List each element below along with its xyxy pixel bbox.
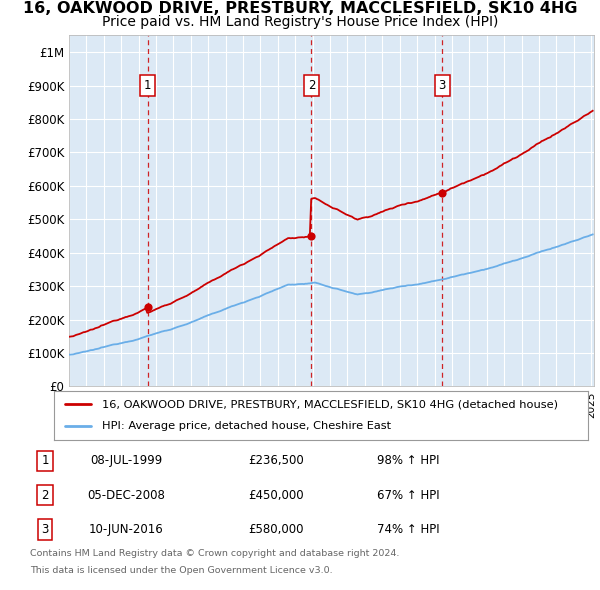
Text: 98% ↑ HPI: 98% ↑ HPI	[377, 454, 439, 467]
Text: 1: 1	[144, 79, 151, 92]
Text: £450,000: £450,000	[248, 489, 304, 502]
Text: 16, OAKWOOD DRIVE, PRESTBURY, MACCLESFIELD, SK10 4HG: 16, OAKWOOD DRIVE, PRESTBURY, MACCLESFIE…	[23, 1, 577, 16]
Point	[437, 188, 447, 197]
Point	[307, 231, 316, 241]
Text: 3: 3	[41, 523, 49, 536]
Text: 2: 2	[41, 489, 49, 502]
Text: £580,000: £580,000	[248, 523, 304, 536]
Text: 3: 3	[439, 79, 446, 92]
Text: 10-JUN-2016: 10-JUN-2016	[89, 523, 163, 536]
Text: 1: 1	[41, 454, 49, 467]
Text: Contains HM Land Registry data © Crown copyright and database right 2024.: Contains HM Land Registry data © Crown c…	[30, 549, 400, 558]
Text: 05-DEC-2008: 05-DEC-2008	[87, 489, 165, 502]
Text: £236,500: £236,500	[248, 454, 304, 467]
Text: 08-JUL-1999: 08-JUL-1999	[90, 454, 162, 467]
Text: 2: 2	[308, 79, 315, 92]
Text: HPI: Average price, detached house, Cheshire East: HPI: Average price, detached house, Ches…	[102, 421, 391, 431]
Text: This data is licensed under the Open Government Licence v3.0.: This data is licensed under the Open Gov…	[30, 566, 332, 575]
Text: Price paid vs. HM Land Registry's House Price Index (HPI): Price paid vs. HM Land Registry's House …	[102, 15, 498, 30]
Text: 74% ↑ HPI: 74% ↑ HPI	[377, 523, 439, 536]
Text: 16, OAKWOOD DRIVE, PRESTBURY, MACCLESFIELD, SK10 4HG (detached house): 16, OAKWOOD DRIVE, PRESTBURY, MACCLESFIE…	[102, 399, 558, 409]
Point	[143, 303, 152, 312]
Text: 67% ↑ HPI: 67% ↑ HPI	[377, 489, 439, 502]
